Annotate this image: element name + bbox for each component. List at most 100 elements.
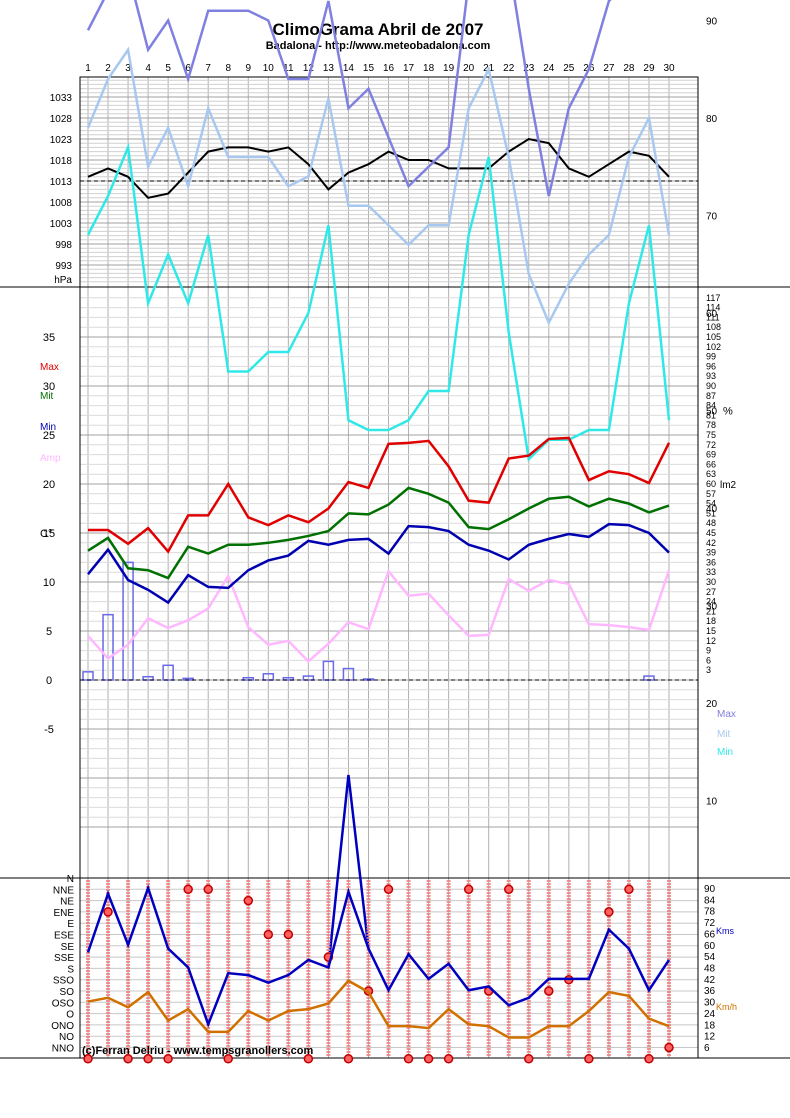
day-label: 22 [503,63,515,74]
day-label: 7 [205,63,211,74]
day-label: 4 [145,63,151,74]
precip-tick-label: 72 [706,440,716,450]
wind-dominant-marker [664,1042,674,1053]
wind-dominant-marker [584,1054,594,1064]
humidity-tick-label: 90 [706,17,718,28]
day-label: 9 [245,63,251,74]
wind-dominant-marker [423,1054,434,1064]
precip-tick-label: 42 [706,538,716,548]
wind-direction-label: O [66,1010,74,1021]
wind-dominant-marker [303,1054,314,1064]
precip-tick-label: 99 [706,352,716,362]
wind-direction-label: NNO [52,1044,74,1055]
wind-dominant-marker [403,1054,414,1064]
day-label: 18 [423,63,435,74]
precip-tick-label: 66 [706,459,716,469]
precip-tick-label: 30 [706,577,716,587]
wind-dominant-marker [123,1054,133,1064]
precip-tick-label: 90 [706,381,716,391]
wind-direction-label: ENE [53,908,74,919]
wind-dominant-marker [443,1054,454,1064]
wind-dominant-marker [243,895,254,906]
wind-speed-tick-label: 54 [704,952,716,963]
precip-tick-label: 63 [706,469,716,479]
temperature-tick-label: 30 [43,381,55,393]
chart-title: ClimoGrama Abril de 2007 [272,20,484,39]
temperature-legend-mit: Mit [40,391,54,402]
wind-dominant-marker [644,1054,654,1064]
wind-direction-label: OSO [52,998,74,1009]
precip-tick-label: 39 [706,548,716,558]
wind-speed-tick-label: 36 [704,986,716,997]
humidity-tick-label: 70 [706,212,718,223]
pressure-tick-label: 1033 [50,93,73,104]
temperature-series-line-amp [87,568,671,664]
wind-series-line-avg [87,979,670,1039]
precip-tick-label: 54 [706,499,716,509]
wind-speed-tick-label: 18 [704,1020,716,1031]
chart-subtitle: Badalona - http://www.meteobadalona.com [265,40,491,52]
wind-speed-tick-label: 72 [704,918,716,929]
humidity-tick-label: 20 [706,699,718,710]
wind-dominant-marker [503,884,514,895]
precip-tick-label: 60 [706,479,716,489]
wind-dominant-marker [524,1054,534,1064]
wind-dominant-marker [544,986,554,996]
wind-dominant-marker [604,907,614,917]
pressure-tick-label: 1008 [50,198,73,209]
precip-bar [302,675,315,681]
precip-tick-label: 75 [706,430,716,440]
day-label: 12 [303,63,315,74]
precip-tick-label: 12 [706,636,716,646]
precip-tick-label: 69 [706,450,716,460]
precip-tick-label: 87 [706,391,716,401]
wind-dominant-marker [383,884,394,895]
wind-speed-tick-label: 90 [704,884,716,895]
pressure-tick-label: 1013 [50,177,73,188]
precip-tick-label: 57 [706,489,716,499]
precip-tick-label: 84 [706,401,716,411]
wind-speed-tick-label: 48 [704,964,716,975]
day-label: 17 [403,63,415,74]
humidity-tick-label: 50 [706,407,718,418]
precip-bar [122,561,134,681]
day-label: 28 [623,63,635,74]
wind-direction-label: NO [59,1032,74,1043]
day-label: 20 [463,63,475,74]
precip-tick-label: 36 [706,557,716,567]
precip-tick-label: 105 [706,332,721,342]
precip-tick-label: 27 [706,587,716,597]
precip-tick-label: 111 [706,312,720,322]
day-label: 8 [225,63,231,74]
humidity-axis-label: % [723,406,733,418]
temperature-tick-label: 0 [46,675,52,687]
pressure-tick-label: 993 [55,261,72,272]
wind-speed-tick-label: 24 [704,1009,716,1020]
wind-direction-label: S [67,964,74,975]
humidity-legend-min: Min [717,747,733,758]
precip-tick-label: 48 [706,518,716,528]
precip-tick-label: 108 [706,322,721,332]
temperature-legend-max: Max [40,362,59,373]
pressure-tick-label: 998 [55,240,72,251]
wind-dominant-marker [103,907,113,917]
wind-series-line-gust [86,884,671,1028]
humidity-tick-label: 80 [706,114,718,125]
wind-direction-label: SE [61,942,75,953]
wind-direction-label: ESE [54,931,74,942]
precip-tick-label: 93 [706,371,716,381]
precip-tick-label: 15 [706,626,716,636]
wind-direction-label: SO [60,987,75,998]
day-label: 10 [263,63,275,74]
precip-tick-label: 18 [706,616,716,626]
wind-speed-tick-label: 60 [704,941,716,952]
wind-dominant-marker [83,1054,93,1064]
pressure-axis-label: hPa [54,275,72,286]
wind-speed-tick-label: 12 [704,1032,716,1043]
precip-tick-label: 45 [706,528,716,538]
wind-speed-tick-label: 30 [704,998,716,1009]
temperature-legend-amp: Amp [40,453,61,464]
wind-direction-label: ONO [51,1021,74,1032]
